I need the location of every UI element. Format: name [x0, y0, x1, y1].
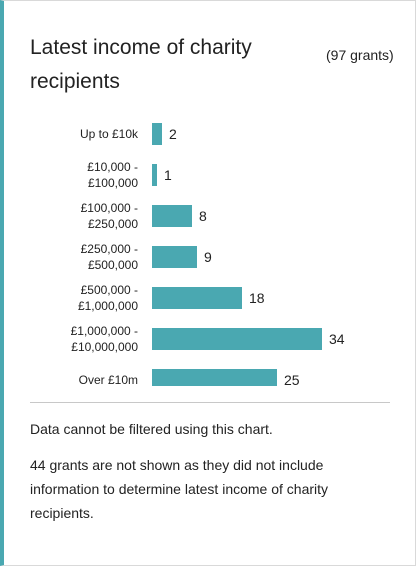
bar-value-label: 1 — [164, 167, 172, 183]
category-label: £1,000,000 -£10,000,000 — [71, 324, 139, 354]
grant-count: (97 grants) — [326, 47, 394, 63]
bar-value-label: 34 — [329, 331, 345, 347]
category-label: £100,000 -£250,000 — [81, 201, 139, 231]
missing-data-note: 44 grants are not shown as they did not … — [30, 457, 329, 521]
divider — [30, 402, 390, 403]
bar — [152, 123, 162, 145]
bar-value-label: 8 — [199, 208, 207, 224]
category-label: £500,000 -£1,000,000 — [78, 283, 138, 313]
bar-value-label: 2 — [169, 126, 177, 142]
bar-value-label: 9 — [204, 249, 212, 265]
bar — [152, 287, 242, 309]
category-label: £250,000 -£500,000 — [81, 242, 139, 272]
bar — [152, 369, 277, 386]
category-label: Up to £10k — [80, 127, 139, 141]
bar-value-label: 25 — [284, 372, 300, 386]
bar — [152, 246, 197, 268]
bar — [152, 164, 157, 186]
bar-value-label: 18 — [249, 290, 265, 306]
bar — [152, 205, 192, 227]
category-label: Over £10m — [79, 373, 138, 386]
filter-note: Data cannot be filtered using this chart… — [30, 421, 273, 437]
bar-chart: 2 Up to £10k 1 £10,000 -£100,000 8 £100,000 -… — [71, 123, 345, 386]
chart-title: Latest income of charity recipients — [30, 36, 252, 93]
category-label: £10,000 -£100,000 — [87, 160, 138, 190]
bar — [152, 328, 322, 350]
